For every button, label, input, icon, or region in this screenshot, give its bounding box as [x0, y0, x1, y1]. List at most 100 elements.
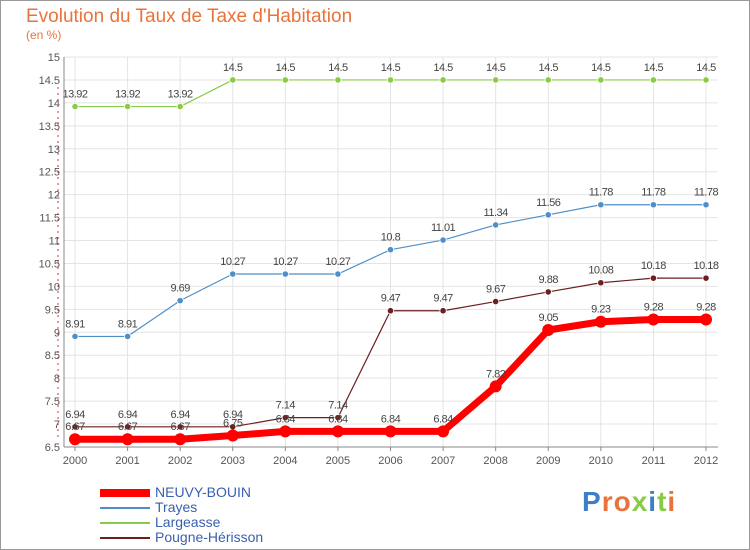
x-tick-label: 2012: [694, 455, 718, 467]
data-label: 14.5: [591, 62, 611, 74]
x-tick-label: 2004: [273, 455, 297, 467]
data-point: [649, 201, 658, 209]
y-tick-label: 8.5: [45, 350, 60, 362]
data-label: 9.28: [644, 301, 664, 313]
data-label: 10.27: [220, 256, 245, 268]
proxiti-logo: Proxiti: [582, 486, 676, 518]
data-label: 6.84: [433, 413, 453, 425]
data-point: [226, 429, 239, 442]
data-label: 11.34: [484, 207, 509, 219]
y-tick-label: 12: [48, 190, 60, 202]
y-tick-label: 6.5: [45, 442, 60, 454]
data-point: [71, 332, 79, 341]
x-tick-label: 2006: [378, 455, 402, 467]
data-label: 6.94: [65, 409, 85, 421]
x-tick-label: 2005: [326, 455, 350, 467]
data-point: [281, 270, 289, 278]
data-point: [281, 414, 289, 422]
data-point: [229, 270, 237, 278]
y-tick-label: 7: [54, 419, 60, 431]
data-label: 9.88: [539, 274, 559, 286]
data-point: [492, 297, 500, 306]
data-point: [597, 279, 605, 287]
data-label: 6.94: [223, 409, 243, 421]
data-label: 13.92: [168, 89, 193, 101]
data-label: 14.5: [433, 62, 453, 74]
data-label: 11.01: [431, 222, 456, 234]
y-tick-label: 13: [48, 144, 60, 156]
data-label: 9.23: [591, 304, 611, 316]
data-point: [544, 288, 552, 296]
data-point: [123, 102, 132, 111]
data-label: 14.5: [328, 62, 348, 74]
legend-swatch: [100, 507, 150, 509]
data-label: 11.78: [694, 187, 719, 199]
data-label: 10.18: [641, 260, 666, 272]
logo-letter: o: [613, 486, 632, 517]
data-label: 13.92: [115, 89, 140, 101]
data-label: 10.27: [325, 256, 350, 268]
data-point: [386, 246, 395, 254]
y-tick-label: 11: [49, 236, 60, 248]
y-tick-label: 12.5: [39, 167, 60, 179]
data-label: 14.5: [644, 62, 664, 74]
data-point: [702, 201, 710, 209]
data-label: 6.84: [276, 413, 296, 425]
data-point: [334, 76, 342, 84]
data-label: 14.5: [276, 62, 296, 74]
data-point: [123, 332, 132, 341]
logo-letter: P: [582, 486, 602, 517]
x-tick-label: 2011: [642, 455, 666, 467]
data-point: [437, 425, 450, 438]
data-label: 7.14: [328, 400, 348, 412]
data-point: [702, 76, 710, 84]
x-tick-label: 2001: [115, 455, 139, 467]
data-label: 9.47: [381, 293, 401, 305]
data-label: 14.5: [486, 62, 506, 74]
data-point: [176, 297, 184, 305]
data-point: [492, 221, 500, 229]
data-label: 9.47: [433, 293, 453, 305]
data-point: [174, 433, 187, 446]
legend-swatch: [100, 489, 150, 497]
data-label: 11.78: [641, 187, 666, 199]
x-tick-label: 2003: [221, 455, 245, 467]
data-label: 14.5: [696, 62, 716, 74]
data-point: [121, 433, 134, 446]
y-tick-label: 9.5: [45, 304, 60, 316]
x-tick-label: 2002: [168, 455, 192, 467]
legend-label: Pougne-Hérisson: [155, 529, 264, 545]
data-label: 6.67: [170, 421, 190, 433]
y-tick-label: 9: [54, 327, 60, 339]
data-point: [384, 425, 397, 438]
data-point: [279, 425, 292, 438]
y-tick-label: 11.5: [39, 213, 60, 225]
y-tick-label: 15: [48, 52, 60, 64]
data-point: [702, 274, 710, 282]
data-label: 10.8: [381, 232, 401, 244]
data-label: 6.75: [223, 418, 243, 430]
x-tick-label: 2010: [589, 455, 613, 467]
data-point: [597, 76, 605, 84]
data-label: 6.94: [170, 409, 190, 421]
x-tick-label: 2008: [483, 455, 507, 467]
data-point: [386, 76, 395, 84]
data-point: [649, 274, 658, 282]
data-label: 6.94: [118, 409, 138, 421]
data-point: [331, 425, 344, 438]
data-point: [71, 423, 79, 431]
logo-letter: x: [631, 486, 649, 517]
data-point: [439, 236, 447, 244]
y-tick-label: 10.5: [39, 258, 60, 270]
data-point: [281, 76, 289, 84]
data-point: [649, 76, 658, 84]
data-point: [334, 414, 342, 422]
legend-swatch: [100, 522, 150, 524]
data-label: 6.84: [381, 413, 401, 425]
data-label: 6.67: [65, 421, 85, 433]
data-label: 8.91: [118, 318, 138, 330]
x-tick-label: 2007: [431, 455, 455, 467]
data-point: [492, 76, 500, 84]
data-label: 9.67: [486, 284, 506, 296]
data-label: 9.28: [696, 301, 716, 313]
